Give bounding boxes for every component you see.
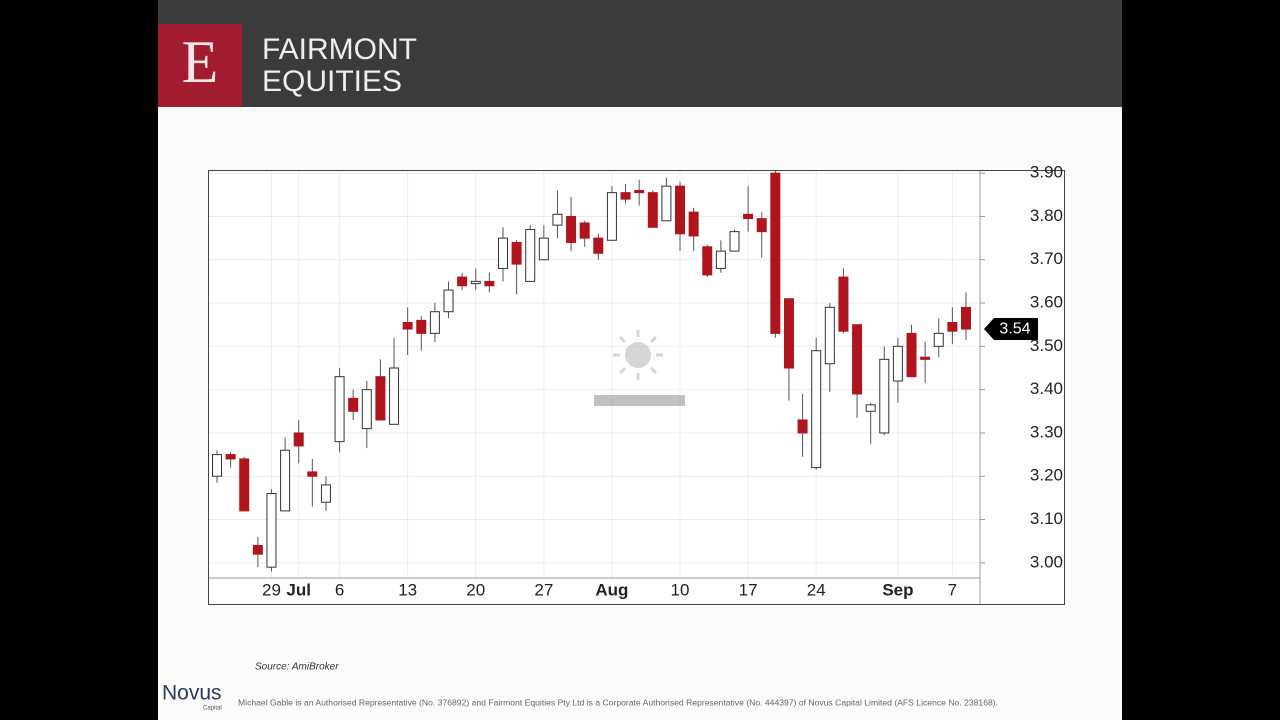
candle-body [811,350,822,469]
x-tick-label: 27 [534,580,553,599]
y-tick-label: 3.90 [1030,163,1063,182]
candle-body [266,493,277,568]
candle-body [293,432,304,447]
x-tick-label: 29 [262,580,281,599]
candle-body [838,276,849,332]
last-price-marker [984,318,1038,341]
candle-body [647,192,658,228]
candle-body [661,185,672,222]
y-tick-label: 3.70 [1030,249,1063,268]
spinner-sun [625,342,651,368]
candle-body [566,215,577,243]
candle-body [348,397,359,412]
x-tick-label: Aug [595,580,628,599]
chart: 3.00 3.10 3.20 3.30 3.40 3.50 3.60 3.70 3.80 3.90… [208,163,1065,605]
logo-box [158,24,242,107]
y-tick-label: 3.60 [1030,293,1063,312]
candle-body [361,389,372,430]
candle-body [852,324,863,395]
logo-letter: E [182,29,219,95]
candle-body [933,332,944,347]
y-tick-label: 3.40 [1030,379,1063,398]
candle-body [634,189,645,194]
brand-line: FAIRMONT [262,33,417,66]
candle-body [770,172,781,334]
candle-body [334,376,345,443]
candle-body [375,376,386,421]
y-tick-label: 3.00 [1030,552,1063,571]
candle-body [920,356,931,360]
source-note: Source: AmiBroker [255,662,339,673]
candle-body [947,322,958,332]
y-tick-label: 3.20 [1030,466,1063,485]
candle-body [892,345,903,382]
candle-body [756,218,767,233]
candle-body [702,246,713,276]
y-tick-label: 3.80 [1030,206,1063,225]
candle-body [538,237,549,261]
candle-body [743,213,754,220]
candle-body [688,211,699,237]
header-bar [158,0,1122,107]
candle-body [212,454,222,477]
candle-body [484,280,495,287]
disclaimer: Michael Gable is an Authorised Represent… [238,697,998,707]
x-tick-label: 24 [807,580,826,599]
x-tick-label: 17 [739,580,758,599]
candle-body [497,237,508,269]
candle-body [715,250,726,269]
y-tick-label: 3.50 [1030,336,1063,355]
candle-body [225,454,236,460]
candle-body [824,306,835,365]
candle-body [620,192,631,200]
candle-body [511,241,522,265]
candle-body [320,484,331,503]
candle-body [470,280,481,285]
x-tick-label: 6 [335,580,344,599]
candle-body [865,404,876,412]
candle-body [252,545,263,555]
progress-bar [594,395,685,406]
candle-body [457,276,468,287]
footer-logo-sub: Capital [203,706,222,712]
candle-body [783,298,794,369]
candle-body [552,213,563,226]
spinner-rays [613,330,663,380]
candle-body [606,192,617,241]
x-tick-label: Sep [882,580,913,599]
candle-body [797,419,808,434]
chart-frame [208,170,1065,605]
candle-body [675,185,686,235]
candle-body [416,319,427,334]
x-tick-label: 10 [671,580,690,599]
candles [212,171,971,572]
candle-body [525,228,536,282]
candle-body [280,449,291,512]
candle-body [729,231,740,252]
brand-line: EQUITIES [262,65,402,98]
candle-body [579,222,590,239]
candle-body [593,237,604,254]
loading-indicator [594,330,685,406]
last-price-label: 3.54 [999,320,1030,337]
x-tick-label: 13 [398,580,417,599]
candle-body [239,458,250,512]
candle-body [961,306,971,330]
candle-body [443,289,454,313]
candle-body [402,322,413,330]
x-tick-label: 20 [466,580,485,599]
y-tick-label: 3.30 [1030,422,1063,441]
candle-body [389,367,400,425]
candle-body [906,332,917,378]
y-tick-label: 3.10 [1030,509,1063,528]
candle-body [307,471,318,477]
candle-body [879,358,890,434]
candle-body [429,311,440,334]
x-tick-label: Jul [286,580,311,599]
x-tick-label: 7 [948,580,957,599]
footer-logo: Novus [162,682,222,705]
